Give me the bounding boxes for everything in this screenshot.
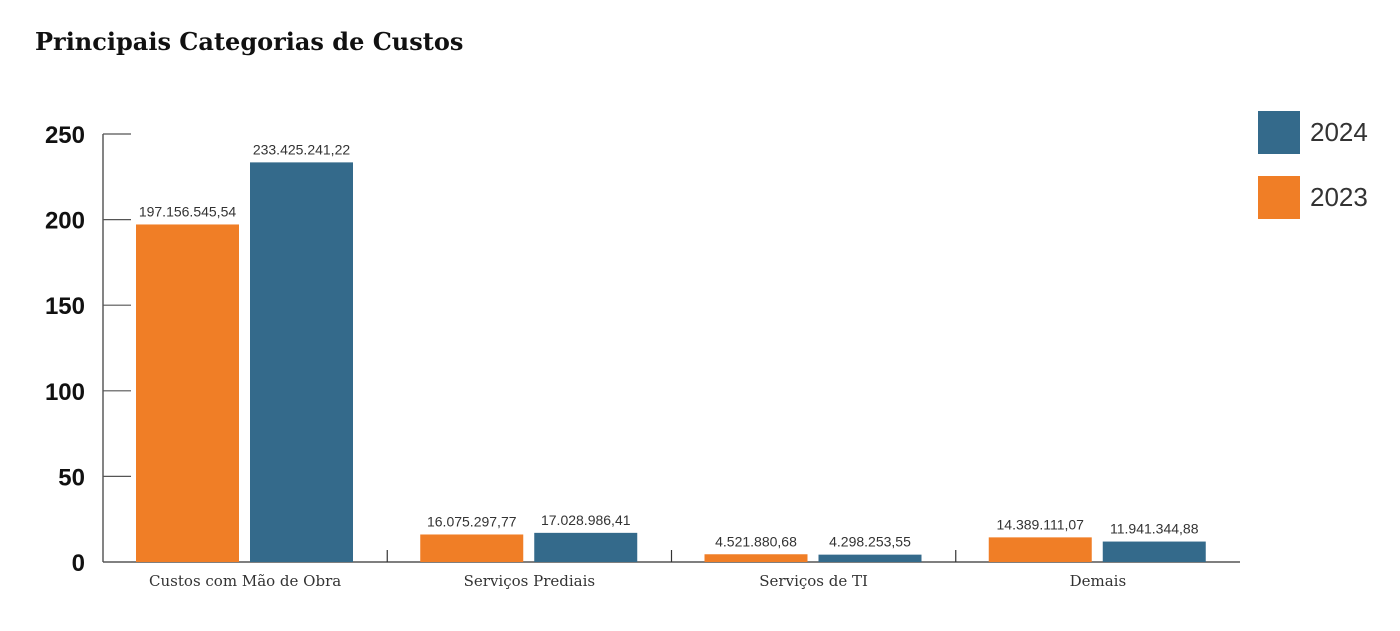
bars: 197.156.545,54 233.425.241,22 16.075.297,7… xyxy=(136,141,1206,563)
bar-2024 xyxy=(818,554,922,562)
legend-swatch-2023 xyxy=(1258,176,1300,219)
bar-2023 xyxy=(704,554,808,562)
data-label: 16.075.297,77 xyxy=(427,513,517,529)
y-tick-label: 200 xyxy=(45,208,85,235)
data-label: 17.028.986,41 xyxy=(541,512,631,528)
y-tick-label: 150 xyxy=(45,293,85,320)
bar-2023 xyxy=(420,534,524,562)
chart-title: Principais Categorias de Custos xyxy=(35,27,463,56)
x-tick-label: Demais xyxy=(1070,572,1127,590)
bar-2024 xyxy=(250,162,353,563)
x-tick-label: Serviços Prediais xyxy=(464,572,595,590)
data-label: 14.389.111,07 xyxy=(997,516,1085,532)
x-tick-label: Custos com Mão de Obra xyxy=(149,572,341,590)
legend-label-2023: 2023 xyxy=(1310,182,1368,212)
legend: 2024 2023 xyxy=(1258,111,1368,219)
data-label: 197.156.545,54 xyxy=(139,203,237,219)
y-tick-label: 0 xyxy=(72,550,85,577)
bar-2023 xyxy=(988,537,1092,562)
bar-2024 xyxy=(534,532,638,562)
bar-2024 xyxy=(1102,541,1206,562)
y-tick-label: 100 xyxy=(45,379,85,406)
axes: 0 50 100 150 200 250 Custos com Mão de Obra Ser… xyxy=(45,122,1240,590)
y-tick-label: 50 xyxy=(58,464,85,491)
data-label: 233.425.241,22 xyxy=(253,141,351,157)
legend-swatch-2024 xyxy=(1258,111,1300,154)
data-label: 4.521.880,68 xyxy=(715,533,797,549)
bar-2023 xyxy=(136,224,239,562)
legend-label-2024: 2024 xyxy=(1310,117,1368,147)
x-tick-label: Serviços de TI xyxy=(759,572,868,590)
data-label: 11.941.344,88 xyxy=(1110,521,1199,537)
y-tick-label: 250 xyxy=(45,122,85,149)
data-label: 4.298.253,55 xyxy=(829,534,911,550)
